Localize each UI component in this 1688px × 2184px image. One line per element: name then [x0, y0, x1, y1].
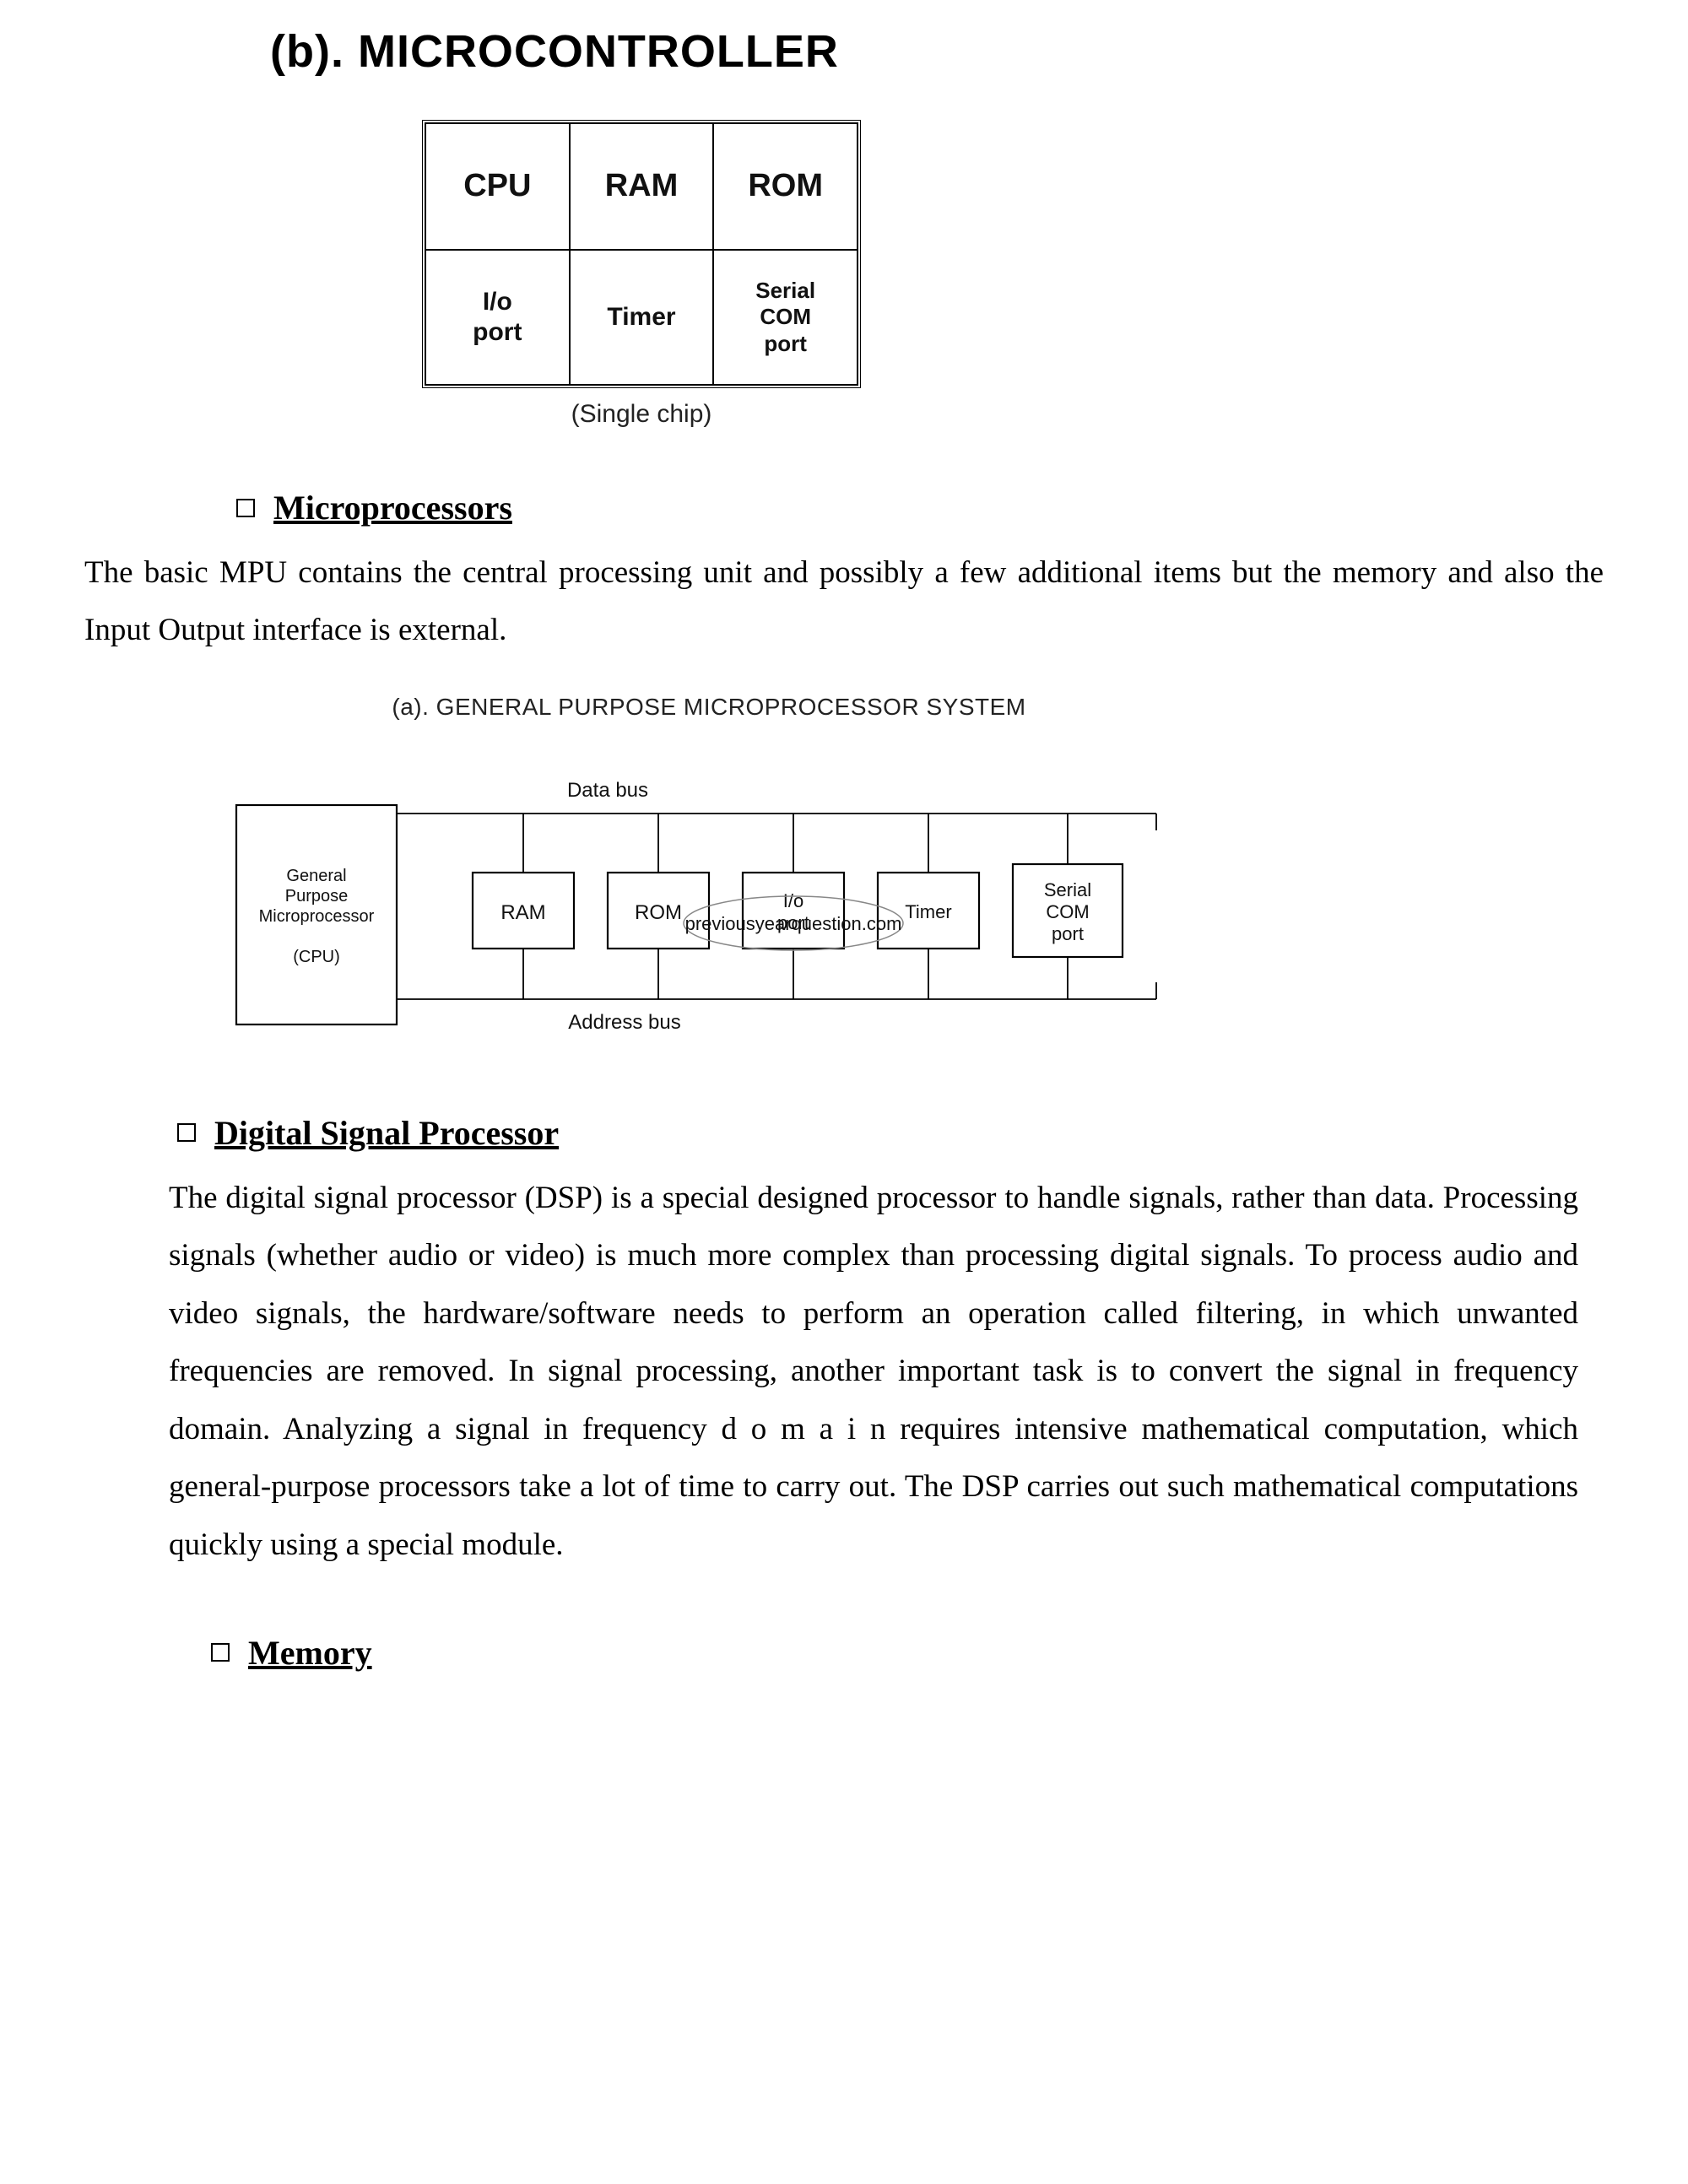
- gpmp-title: (a). GENERAL PURPOSE MICROPROCESSOR SYST…: [203, 694, 1215, 721]
- microcontroller-figure: CPU RAM ROM I/o port Timer Serial COM po…: [422, 120, 861, 429]
- svg-text:Serial: Serial: [1044, 879, 1091, 900]
- svg-text:Timer: Timer: [905, 901, 951, 922]
- svg-text:port: port: [1052, 923, 1084, 944]
- heading-microprocessors-text: Microprocessors: [273, 488, 512, 527]
- figure-b-title: (b). MICROCONTROLLER: [270, 25, 1604, 78]
- mc-cell-timer: Timer: [570, 250, 714, 385]
- heading-dsp: Digital Signal Processor: [177, 1113, 1604, 1153]
- svg-text:RAM: RAM: [500, 901, 545, 924]
- svg-text:COM: COM: [1046, 901, 1089, 922]
- heading-microprocessors: Microprocessors: [236, 488, 1604, 527]
- bullet-icon: [177, 1123, 196, 1142]
- mc-outer-border: CPU RAM ROM I/o port Timer Serial COM po…: [422, 120, 861, 388]
- mc-cell-serial: Serial COM port: [713, 250, 858, 385]
- mc-cell-cpu: CPU: [425, 123, 570, 250]
- bullet-icon: [211, 1643, 230, 1662]
- bullet-icon: [236, 499, 255, 517]
- svg-text:(CPU): (CPU): [293, 948, 340, 966]
- paragraph-microprocessors: The basic MPU contains the central proce…: [84, 544, 1604, 660]
- svg-text:ROM: ROM: [635, 901, 682, 924]
- document-page: (b). MICROCONTROLLER CPU RAM ROM I/o por…: [0, 0, 1688, 2184]
- svg-text:Purpose: Purpose: [285, 887, 349, 905]
- svg-text:Microprocessor: Microprocessor: [259, 907, 375, 926]
- mc-cell-io: I/o port: [425, 250, 570, 385]
- mc-cell-rom: ROM: [713, 123, 858, 250]
- mc-caption: (Single chip): [422, 400, 861, 429]
- mc-grid: CPU RAM ROM I/o port Timer Serial COM po…: [425, 123, 858, 385]
- heading-memory-text: Memory: [248, 1633, 372, 1673]
- paragraph-dsp: The digital signal processor (DSP) is a …: [169, 1170, 1578, 1574]
- svg-text:Data bus: Data bus: [567, 779, 648, 802]
- heading-dsp-text: Digital Signal Processor: [214, 1113, 559, 1153]
- svg-text:previousyearquestion.com: previousyearquestion.com: [685, 913, 902, 934]
- heading-memory: Memory: [211, 1633, 1604, 1673]
- svg-text:General: General: [286, 867, 346, 885]
- svg-text:I/o: I/o: [783, 890, 803, 911]
- mc-cell-ram: RAM: [570, 123, 714, 250]
- gpmp-diagram: Data bus Address bus General Purpose Micropr…: [203, 746, 1215, 1050]
- gpmp-figure: (a). GENERAL PURPOSE MICROPROCESSOR SYST…: [203, 694, 1215, 1054]
- svg-text:Address bus: Address bus: [568, 1011, 680, 1034]
